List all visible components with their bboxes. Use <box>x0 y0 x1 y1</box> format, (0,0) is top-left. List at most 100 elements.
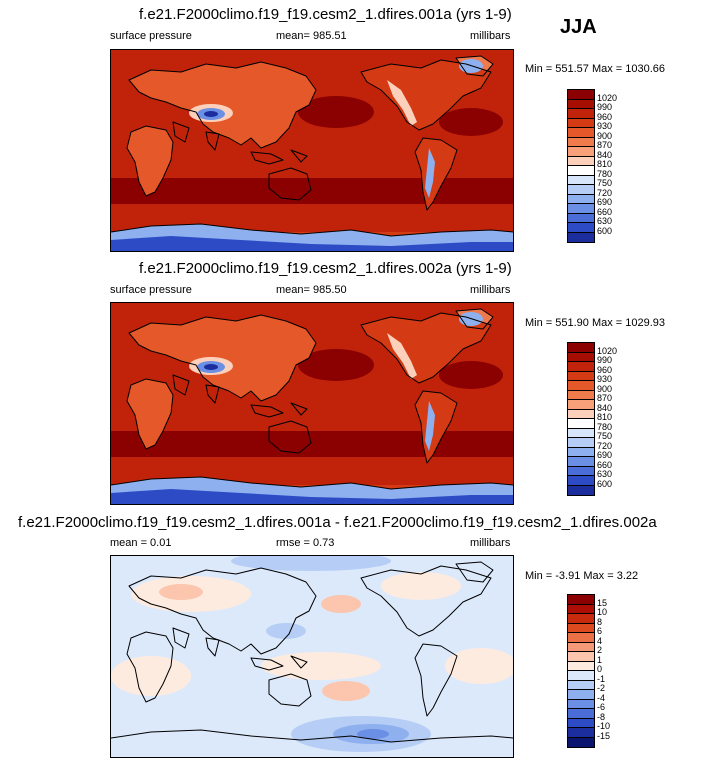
colorbar-swatch <box>568 99 594 109</box>
colorbar-swatch <box>568 709 594 719</box>
colorbar-swatch <box>568 652 594 662</box>
colorbar-tick-label: 780 <box>597 421 613 432</box>
colorbar-swatch <box>568 232 594 242</box>
colorbar-tick-label: 660 <box>597 206 613 217</box>
colorbar-tick-label: 900 <box>597 383 613 394</box>
colorbar-swatch <box>568 400 594 410</box>
positive-anomaly <box>381 572 461 600</box>
coastline <box>455 308 494 330</box>
colorbar-tick-label: 8 <box>597 616 603 627</box>
panel1-variable-label: surface pressure <box>110 30 192 42</box>
coastline <box>128 314 317 402</box>
colorbar-tick-label: 840 <box>597 402 613 413</box>
colorbar-tick-label: 750 <box>597 178 613 188</box>
colorbar-tick-label: 2 <box>597 645 603 655</box>
colorbar-swatch <box>568 223 594 233</box>
colorbar-tick-label: 810 <box>597 159 613 169</box>
colorbar-swatch <box>568 476 594 486</box>
colorbar-swatch <box>568 352 594 362</box>
colorbar-tick-label: 720 <box>597 440 613 451</box>
colorbar-tick-label: 810 <box>597 412 613 422</box>
colorbar-tick-label: -15 <box>597 730 611 741</box>
coastline <box>455 561 494 583</box>
colorbar-tick-label: 10 <box>597 607 608 617</box>
colorbar-tick-label: 780 <box>597 168 613 179</box>
colorbar-tick-label: 600 <box>597 225 613 236</box>
mountain-contour <box>387 333 417 379</box>
panel1-title: f.e21.F2000climo.f19_f19.cesm2_1.dfires.… <box>139 6 512 23</box>
colorbar-swatch <box>568 447 594 457</box>
negative-anomaly <box>231 556 391 571</box>
colorbar-tick-label: 960 <box>597 111 613 122</box>
panel3-mean-label: mean = 0.01 <box>110 537 172 549</box>
mountain-contour <box>387 80 417 126</box>
coastline <box>250 402 308 418</box>
colorbar-tick-label: 0 <box>597 664 603 674</box>
colorbar-tick-label: -2 <box>597 683 606 693</box>
coastline <box>126 631 174 703</box>
colorbar-swatch <box>568 185 594 195</box>
colorbar-swatch <box>568 604 594 614</box>
land-contour <box>415 138 457 210</box>
colorbar-swatch <box>568 728 594 738</box>
positive-anomaly <box>261 652 381 680</box>
colorbar-swatch <box>568 137 594 147</box>
positive-anomaly <box>159 584 203 600</box>
colorbar-tick-label: -4 <box>597 692 606 703</box>
colorbar-tick-label: 4 <box>597 635 603 646</box>
panel3-colorbar <box>567 594 595 748</box>
colorbar-swatch <box>568 147 594 157</box>
colorbar-tick-label: 930 <box>597 374 613 384</box>
coastline <box>128 61 317 149</box>
colorbar-tick-label: 900 <box>597 130 613 141</box>
coastline <box>250 149 308 165</box>
colorbar-tick-label: 6 <box>597 626 603 636</box>
colorbar-tick-label: 690 <box>597 197 613 207</box>
panel3-map-svg <box>111 556 513 757</box>
colorbar-tick-label: 630 <box>597 216 613 226</box>
colorbar-tick-label: 720 <box>597 187 613 198</box>
negative-anomaly <box>266 623 306 639</box>
colorbar-swatch <box>568 595 594 605</box>
coastline <box>455 55 494 77</box>
land-contour <box>415 391 457 463</box>
colorbar-swatch <box>568 671 594 681</box>
high-pressure-contour <box>298 96 374 128</box>
coastline <box>250 655 308 671</box>
panel2-map-svg <box>111 303 513 504</box>
plateau-contour <box>204 364 218 370</box>
coastline <box>172 374 220 404</box>
colorbar-tick-label: 690 <box>597 450 613 460</box>
high-pressure-contour <box>439 108 503 136</box>
colorbar-swatch <box>568 466 594 476</box>
high-pressure-contour <box>298 349 374 381</box>
coastline <box>128 567 317 655</box>
colorbar-swatch <box>568 409 594 419</box>
coastline <box>126 378 174 450</box>
colorbar-swatch <box>568 419 594 429</box>
panel2-mean-label: mean= 985.50 <box>276 284 347 296</box>
coastline <box>111 729 513 743</box>
panel2-map <box>110 302 514 505</box>
land-contour <box>129 315 316 401</box>
coastline <box>360 59 492 131</box>
mountain-contour <box>425 401 435 451</box>
colorbar-tick-label: 990 <box>597 355 613 365</box>
panel3-title: f.e21.F2000climo.f19_f19.cesm2_1.dfires.… <box>18 514 657 531</box>
colorbar-tick-label: 1020 <box>597 92 618 103</box>
colorbar-swatch <box>568 381 594 391</box>
colorbar-swatch <box>568 194 594 204</box>
negative-anomaly <box>357 729 389 739</box>
colorbar-swatch <box>568 718 594 728</box>
colorbar-tick-label: 600 <box>597 478 613 489</box>
coastline <box>268 167 312 201</box>
panel1-mean-label: mean= 985.51 <box>276 30 347 42</box>
positive-anomaly <box>321 595 361 613</box>
panel2-colorbar <box>567 342 595 496</box>
coastline <box>414 643 458 717</box>
colorbar-swatch <box>568 118 594 128</box>
panel1-minmax-label: Min = 551.57 Max = 1030.66 <box>525 63 666 75</box>
colorbar-swatch <box>568 614 594 624</box>
panel2-units-label: millibars <box>470 284 511 296</box>
colorbar-tick-label: -8 <box>597 711 606 722</box>
